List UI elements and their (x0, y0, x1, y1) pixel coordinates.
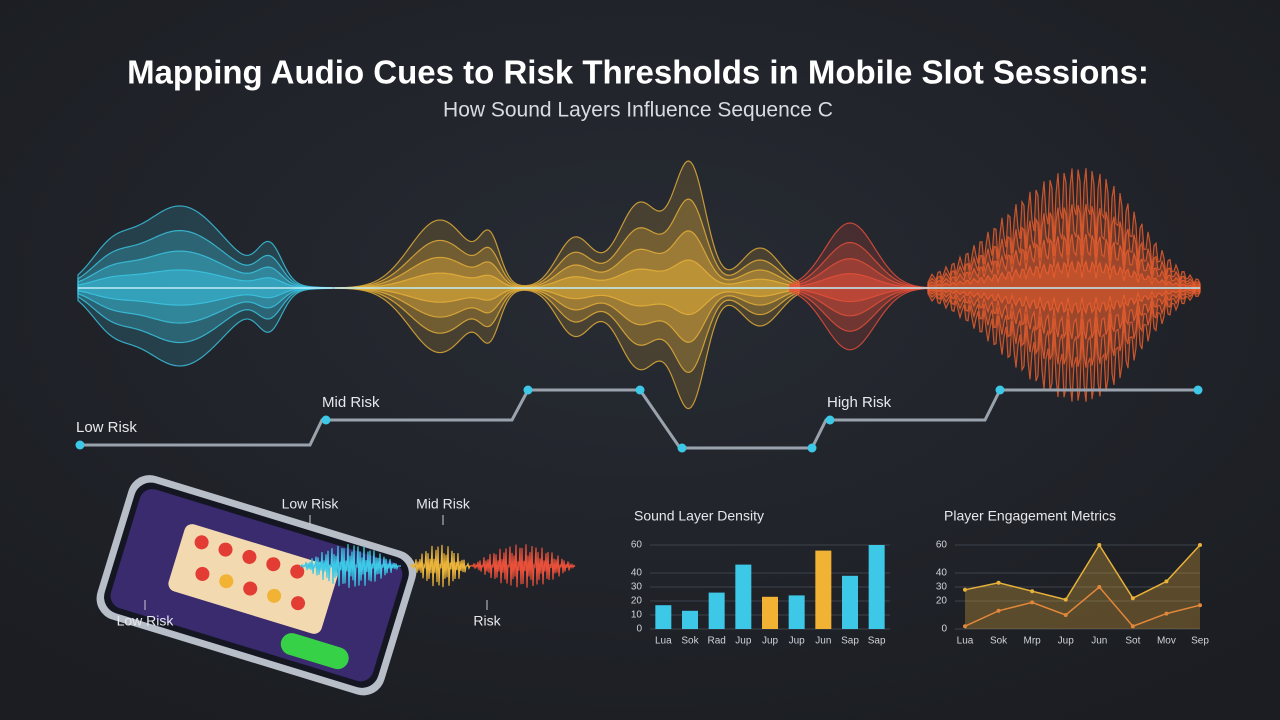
mini-wave (470, 544, 576, 588)
point (996, 608, 1001, 613)
bar (655, 605, 672, 629)
point (963, 587, 967, 592)
x-tick-label: Lua (655, 636, 672, 647)
title: Mapping Audio Cues to Risk Thresholds in… (127, 54, 1149, 91)
y-tick-label: 0 (636, 624, 642, 635)
y-tick-label: 60 (936, 540, 948, 551)
phone (96, 475, 417, 696)
risk-label: Mid Risk (322, 394, 380, 411)
x-tick-label: Jup (735, 636, 752, 647)
x-tick-label: Sap (841, 636, 859, 647)
point (1198, 603, 1202, 608)
wave-layer (927, 204, 1201, 368)
y-tick-label: 30 (631, 582, 643, 593)
y-tick-label: 10 (631, 610, 643, 621)
mini-waveform (300, 544, 576, 588)
bar (842, 575, 858, 629)
y-tick-label: 0 (941, 624, 947, 635)
bar (682, 610, 698, 629)
x-tick-label: Sot (1125, 636, 1140, 647)
phone-label: Risk (473, 613, 501, 629)
risk-step-line (80, 388, 1198, 450)
y-tick-label: 60 (631, 540, 643, 551)
x-tick-label: Mov (1157, 636, 1176, 647)
x-tick-label: Jun (815, 636, 831, 647)
y-tick-label: 40 (936, 568, 948, 579)
point (1130, 624, 1135, 629)
point (1063, 597, 1068, 602)
phone-label: Mid Risk (416, 496, 471, 512)
point (996, 580, 1001, 585)
point (1164, 611, 1169, 616)
line (964, 585, 1201, 628)
subtitle: How Sound Layers Influence Sequence C (443, 99, 833, 122)
bar (735, 564, 752, 629)
point (1097, 585, 1102, 589)
x-tick-label: Jup (762, 636, 779, 647)
point (963, 624, 967, 629)
x-tick-label: Sok (681, 636, 699, 647)
x-tick-label: Sok (990, 636, 1008, 647)
risk-label: High Risk (827, 394, 892, 411)
bar (762, 596, 778, 629)
wave-layer (927, 168, 1201, 402)
point (1030, 600, 1035, 605)
y-tick-label: 20 (631, 596, 643, 607)
wave-layer (334, 230, 800, 343)
wave-layer (927, 233, 1201, 340)
charts: Sound Layer Density 0 10 20 30 40 60 Lua Sok Rad J… (631, 508, 1209, 647)
mini-wave (300, 544, 401, 588)
line (964, 543, 1201, 601)
x-tick-label: Jup (789, 636, 806, 647)
chart-title: Player Engagement Metrics (944, 508, 1116, 524)
bar (708, 592, 725, 629)
x-tick-label: Lua (957, 636, 974, 647)
phone-label: Low Risk (282, 496, 340, 512)
risk-label: Low Risk (76, 419, 137, 436)
bar (788, 595, 805, 629)
phone-label: Low Risk (117, 613, 175, 629)
y-tick-label: 20 (936, 596, 948, 607)
x-tick-label: Jup (1058, 636, 1075, 647)
point (1198, 543, 1202, 547)
mini-wave (410, 544, 471, 588)
risk-dots (75, 385, 1203, 453)
y-tick-label: 30 (936, 582, 948, 593)
area (965, 545, 1200, 629)
point (1097, 543, 1102, 547)
x-tick-label: Sep (1191, 636, 1209, 647)
chart-title: Sound Layer Density (634, 508, 764, 524)
bar (868, 545, 885, 629)
point (1030, 589, 1035, 594)
x-tick-label: Sap (868, 636, 886, 647)
waveform (77, 160, 1201, 410)
point (1063, 613, 1068, 617)
x-tick-label: Jun (1091, 636, 1107, 647)
point (1164, 579, 1169, 584)
bar (815, 550, 832, 629)
y-tick-label: 40 (631, 568, 643, 579)
x-tick-label: Mrp (1024, 636, 1042, 647)
x-tick-label: Rad (707, 636, 725, 647)
point (1130, 596, 1135, 601)
